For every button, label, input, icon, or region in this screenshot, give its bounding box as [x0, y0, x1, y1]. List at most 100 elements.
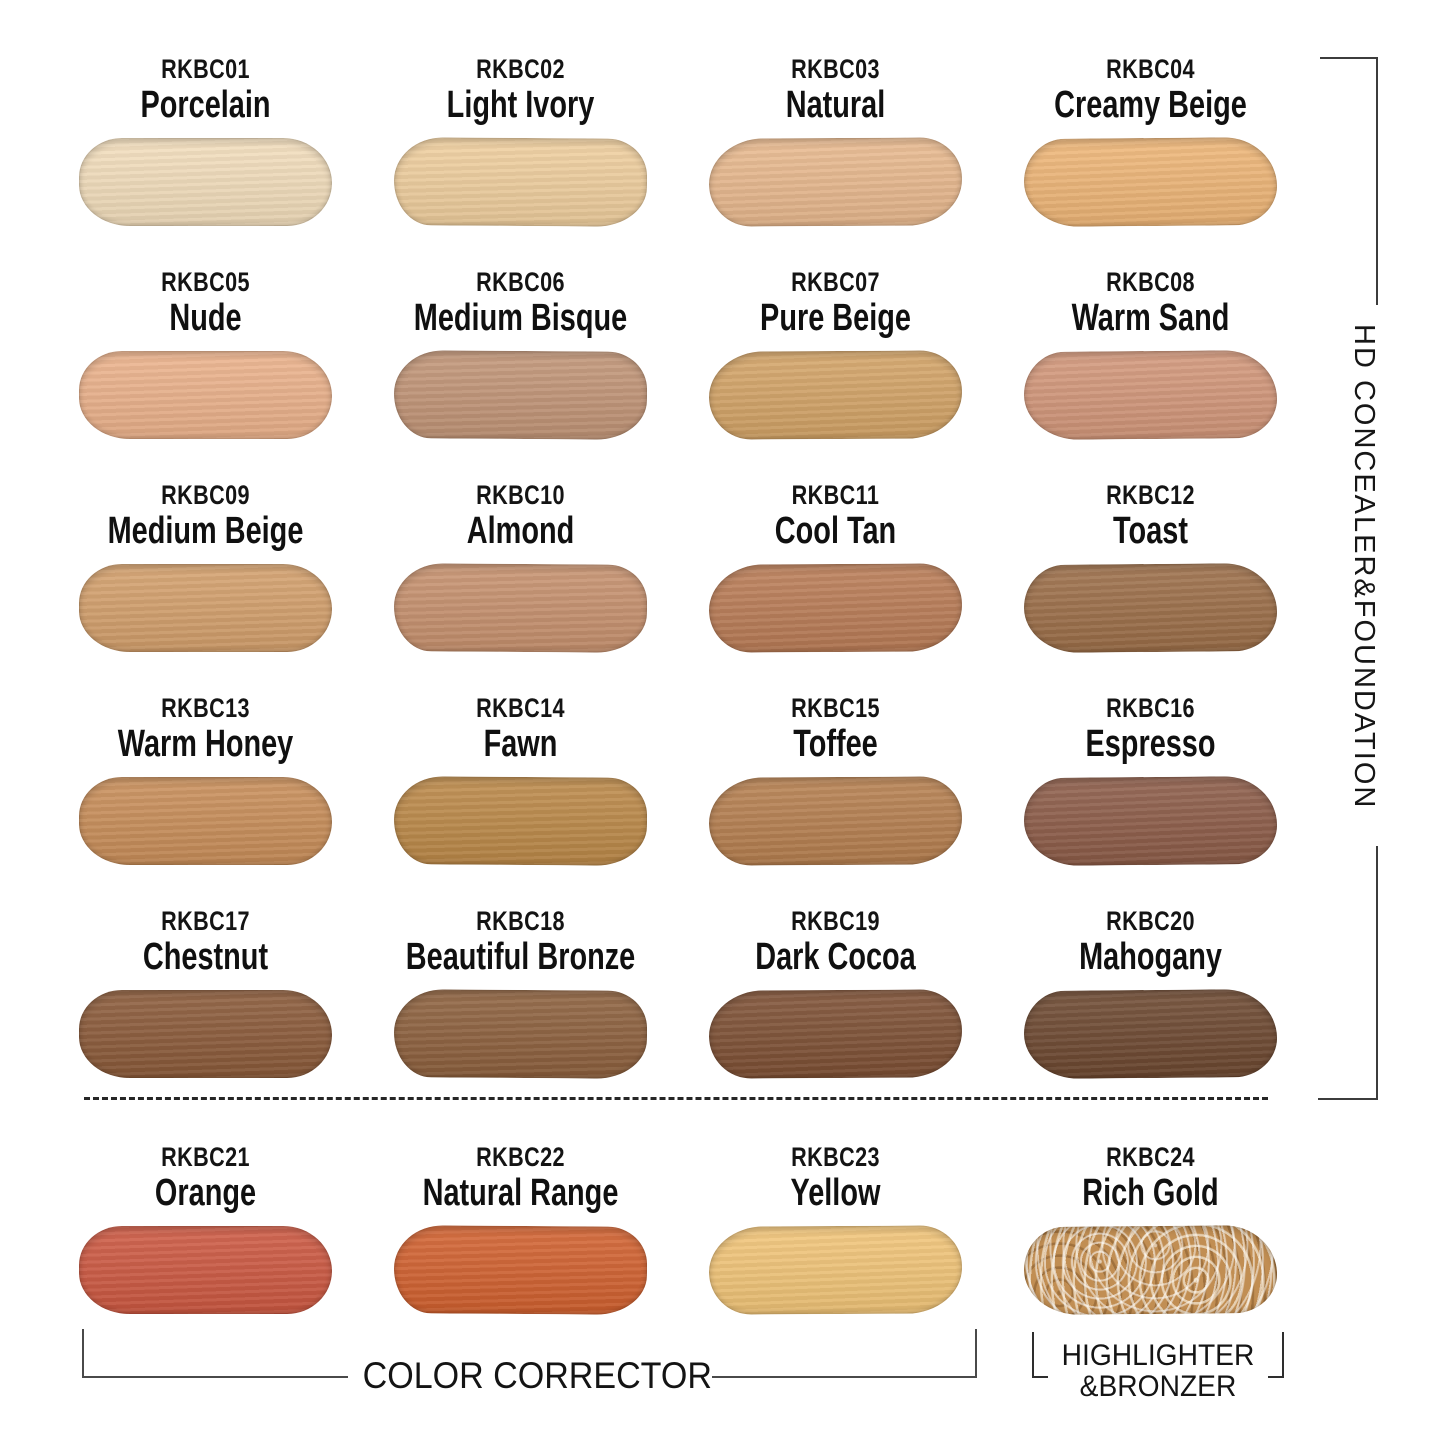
shade-name: Warm Honey	[117, 723, 294, 765]
color-corrector-bracket-right-tick	[975, 1329, 977, 1378]
shade-code: RKBC14	[476, 693, 565, 723]
shade-cell: RKBC16 Espresso	[993, 679, 1308, 892]
shade-name: Espresso	[1085, 723, 1216, 765]
shade-swatch	[393, 350, 648, 440]
shade-cell: RKBC14 Fawn	[363, 679, 678, 892]
shade-name: Beautiful Bronze	[405, 936, 636, 978]
shade-code: RKBC12	[1106, 480, 1195, 510]
shade-swatch	[708, 350, 963, 440]
shade-swatch	[79, 990, 332, 1078]
section-divider-dashed-line	[84, 1097, 1268, 1100]
shade-swatch	[79, 1226, 332, 1314]
hd-bracket-upper-vertical-line	[1376, 57, 1378, 305]
shade-name: Toffee	[793, 723, 878, 765]
shade-swatch	[393, 989, 648, 1079]
shade-grid-main: RKBC01 Porcelain RKBC02 Light Ivory RKBC…	[48, 40, 1308, 1105]
shade-name: Pure Beige	[760, 297, 911, 339]
shade-cell: RKBC22 Natural Range	[363, 1128, 678, 1341]
shade-cell: RKBC01 Porcelain	[48, 40, 363, 253]
shade-cell: RKBC10 Almond	[363, 466, 678, 679]
highlighter-bracket-left-toe	[1032, 1376, 1048, 1378]
shade-name: Rich Gold	[1082, 1172, 1219, 1214]
shade-name: Almond	[466, 510, 575, 552]
shade-code: RKBC10	[476, 480, 565, 510]
shade-code: RKBC09	[161, 480, 250, 510]
shade-code: RKBC23	[791, 1142, 880, 1172]
shade-swatch	[79, 138, 332, 226]
shade-swatch	[708, 776, 963, 866]
shade-cell: RKBC04 Creamy Beige	[993, 40, 1308, 253]
shade-name: Creamy Beige	[1054, 84, 1247, 126]
shade-cell: RKBC24 Rich Gold	[993, 1128, 1308, 1341]
highlighter-bracket-right-vertical	[1282, 1332, 1284, 1378]
shade-swatch	[393, 563, 648, 653]
shade-code: RKBC19	[791, 906, 880, 936]
shade-name: Medium Beige	[107, 510, 304, 552]
shade-swatch	[79, 351, 332, 439]
highlighter-label-line1: HIGHLIGHTER	[1061, 1339, 1255, 1372]
shade-grid-bottom: RKBC21 Orange RKBC22 Natural Range RKBC2…	[48, 1128, 1308, 1341]
shade-swatch	[1023, 136, 1278, 228]
shade-code: RKBC24	[1106, 1142, 1195, 1172]
shade-name: Yellow	[790, 1172, 881, 1214]
color-corrector-bracket-left-line	[82, 1376, 348, 1378]
shade-cell: RKBC03 Natural	[678, 40, 993, 253]
shade-cell: RKBC21 Orange	[48, 1128, 363, 1341]
shade-swatch	[1023, 562, 1278, 654]
hd-concealer-foundation-label: HD CONCEALER&FOUNDATION	[1348, 324, 1380, 810]
shade-code: RKBC03	[791, 54, 880, 84]
shade-name: Porcelain	[140, 84, 271, 126]
shade-cell: RKBC15 Toffee	[678, 679, 993, 892]
shade-code: RKBC22	[476, 1142, 565, 1172]
shade-code: RKBC16	[1106, 693, 1195, 723]
shade-cell: RKBC09 Medium Beige	[48, 466, 363, 679]
highlighter-label-line2: &BRONZER	[1079, 1370, 1237, 1403]
shade-code: RKBC08	[1106, 267, 1195, 297]
shade-name: Natural Range	[422, 1172, 619, 1214]
shade-swatch	[393, 776, 648, 866]
shade-cell: RKBC08 Warm Sand	[993, 253, 1308, 466]
shade-name: Nude	[169, 297, 242, 339]
shade-name: Warm Sand	[1071, 297, 1230, 339]
shade-code: RKBC18	[476, 906, 565, 936]
shade-code: RKBC01	[161, 54, 250, 84]
shade-name: Medium Bisque	[413, 297, 628, 339]
shade-name: Cool Tan	[774, 510, 897, 552]
shade-cell: RKBC23 Yellow	[678, 1128, 993, 1341]
hd-bracket-lower-vertical-line	[1376, 846, 1378, 1100]
shade-swatch	[1023, 775, 1278, 867]
highlighter-bracket-left-vertical	[1032, 1332, 1034, 1378]
shade-code: RKBC13	[161, 693, 250, 723]
shade-name: Fawn	[483, 723, 558, 765]
highlighter-bronzer-label: HIGHLIGHTER &BRONZER	[1045, 1340, 1271, 1402]
shade-code: RKBC06	[476, 267, 565, 297]
shade-cell: RKBC05 Nude	[48, 253, 363, 466]
shade-swatch	[708, 563, 963, 653]
shade-cell: RKBC20 Mahogany	[993, 892, 1308, 1105]
shade-code: RKBC17	[161, 906, 250, 936]
shade-code: RKBC07	[791, 267, 880, 297]
shade-cell: RKBC12 Toast	[993, 466, 1308, 679]
shade-name: Toast	[1113, 510, 1188, 552]
color-corrector-bracket-left-tick	[82, 1329, 84, 1378]
shade-name: Light Ivory	[446, 84, 595, 126]
shade-cell: RKBC19 Dark Cocoa	[678, 892, 993, 1105]
shade-swatch	[1023, 988, 1278, 1080]
shade-swatch	[393, 1225, 648, 1315]
shade-swatch	[393, 137, 648, 227]
shade-name: Natural	[785, 84, 886, 126]
shade-code: RKBC15	[791, 693, 880, 723]
shade-swatch	[1023, 349, 1278, 441]
shade-swatch	[1023, 1224, 1278, 1316]
shade-cell: RKBC13 Warm Honey	[48, 679, 363, 892]
shade-name: Chestnut	[142, 936, 269, 978]
shade-code: RKBC11	[791, 480, 880, 510]
shade-swatch	[708, 1225, 963, 1315]
shade-code: RKBC05	[161, 267, 250, 297]
shade-cell: RKBC06 Medium Bisque	[363, 253, 678, 466]
shade-name: Mahogany	[1079, 936, 1222, 978]
shade-name: Orange	[154, 1172, 257, 1214]
shade-cell: RKBC07 Pure Beige	[678, 253, 993, 466]
shade-code: RKBC02	[476, 54, 565, 84]
shade-cell: RKBC18 Beautiful Bronze	[363, 892, 678, 1105]
